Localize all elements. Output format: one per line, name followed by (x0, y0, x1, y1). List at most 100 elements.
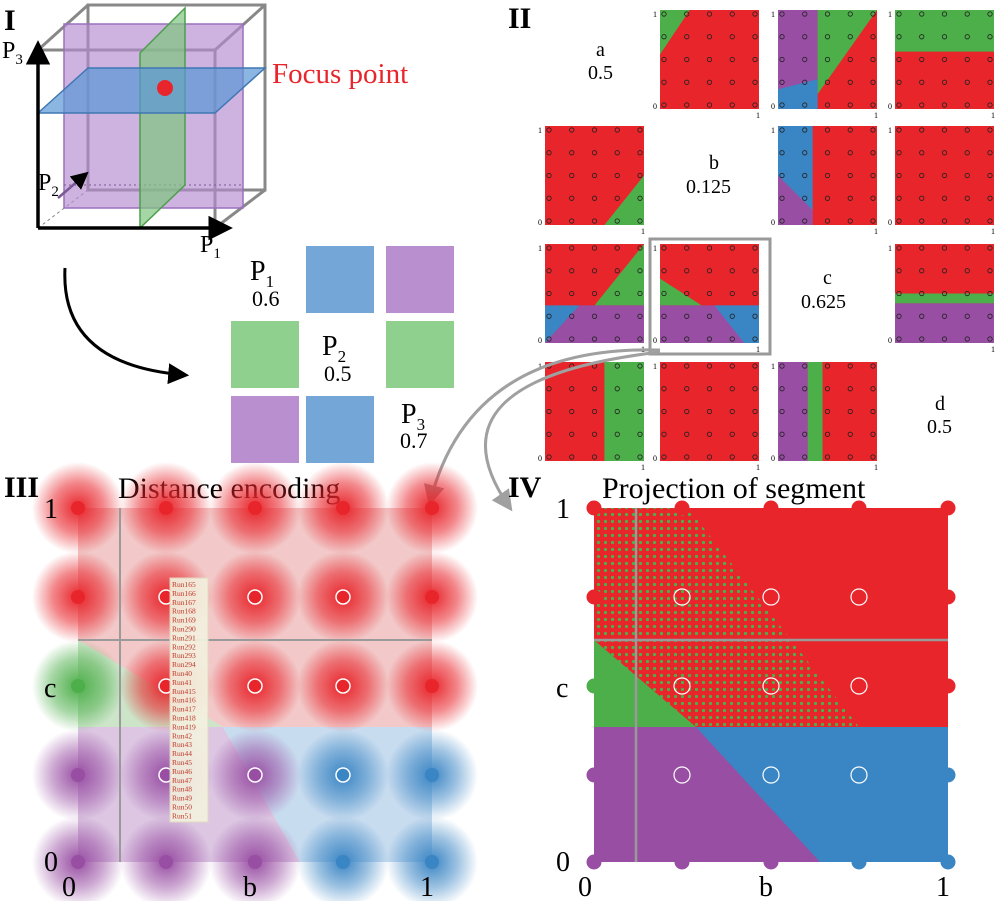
sample-point (425, 855, 439, 869)
matrix-sample (896, 245, 902, 251)
matrix-sample (614, 127, 620, 133)
matrix-sample (661, 56, 667, 63)
run-label: Run415 (172, 687, 196, 696)
run-label: Run169 (172, 616, 196, 625)
matrix-sample (941, 79, 948, 85)
sample-point (71, 768, 85, 782)
matrix-tick-1: 1 (874, 463, 878, 472)
projected-segment (594, 508, 859, 727)
matrix-sample (870, 218, 876, 224)
matrix-sample (941, 56, 948, 63)
matrix-sample (919, 34, 925, 40)
sample-point (673, 588, 691, 606)
matrix-sample (896, 268, 902, 274)
distance-glows (32, 462, 478, 901)
matrix-sample (847, 408, 853, 415)
matrix-sample (824, 102, 831, 108)
matrix-sample (546, 218, 552, 224)
matrix-sample (964, 245, 970, 251)
matrix-sample (847, 11, 853, 17)
matrix-sample (729, 11, 735, 17)
mini-cell-blue (306, 246, 374, 313)
matrix-sample (546, 127, 552, 133)
matrix-tick-1: 1 (874, 111, 878, 120)
matrix-tick-0: 0 (771, 218, 775, 227)
matrix-sample (870, 127, 876, 133)
matrix-sample (919, 172, 925, 179)
sample-point (425, 501, 439, 515)
matrix-sample (779, 56, 785, 63)
matrix-sample (919, 127, 925, 133)
matrix-sample (964, 127, 970, 133)
iv-xtick-b: b (759, 872, 773, 901)
matrix-sample (591, 408, 598, 415)
diag-d-letter: d (935, 393, 945, 415)
matrix-tick-1: 1 (991, 227, 995, 236)
matrix-sample (729, 313, 735, 319)
matrix-sample (802, 218, 808, 224)
matrix-sample (824, 408, 831, 415)
iv-xtick-0: 0 (578, 872, 592, 901)
run-label: Run50 (172, 803, 192, 812)
matrix-sample (779, 11, 785, 17)
iv-ytick-c: c (556, 673, 568, 704)
matrix-sample (546, 245, 552, 251)
run-label: Run168 (172, 607, 196, 616)
matrix-sample (546, 431, 552, 437)
sample-point (586, 767, 602, 783)
matrix-sample (729, 34, 735, 40)
matrix-sample (637, 150, 643, 156)
matrix-sample (752, 454, 758, 460)
matrix-sample (779, 195, 785, 201)
matrix-sample (729, 386, 735, 392)
matrix-sample (824, 386, 831, 392)
focus-point-label: Focus point (272, 58, 408, 90)
matrix-sample (706, 11, 713, 17)
diag-a-value: 0.5 (588, 62, 613, 84)
run-label: Run51 (172, 811, 192, 820)
matrix-sample (614, 363, 620, 369)
matrix-sample (847, 102, 853, 108)
matrix-tick-1: 1 (641, 227, 645, 236)
matrix-sample (779, 408, 785, 415)
matrix-sample (661, 102, 667, 108)
matrix-sample (802, 79, 808, 85)
matrix-sample (824, 218, 831, 224)
matrix-sample (802, 127, 808, 133)
matrix-sample (964, 150, 970, 156)
selected-cell-highlight[interactable] (648, 237, 772, 356)
matrix-tick-0: 0 (653, 454, 657, 463)
sample-point (247, 767, 263, 783)
sample-point (762, 677, 780, 695)
matrix-sample (637, 268, 643, 274)
matrix-sample (546, 172, 552, 179)
matrix-sample (896, 290, 902, 297)
sample-point (673, 677, 691, 695)
run-label: Run418 (172, 714, 196, 723)
matrix-tick-0: 0 (538, 218, 542, 227)
matrix-sample (896, 34, 902, 40)
run-label: Run42 (172, 731, 192, 740)
matrix-sample (987, 34, 993, 40)
run-label: Run47 (172, 776, 192, 785)
matrix-sample (987, 56, 993, 63)
matrix-sample (591, 172, 598, 179)
matrix-sample (964, 56, 970, 63)
matrix-sample (802, 363, 808, 369)
matrix-sample (752, 363, 758, 369)
matrix-tick-0: 0 (888, 102, 892, 111)
matrix-sample (941, 127, 948, 133)
matrix-sample (614, 454, 620, 460)
run-label: Run48 (172, 785, 192, 794)
sample-point (851, 500, 867, 516)
matrix-cell: 0 1 1 (538, 362, 645, 472)
sample-point (940, 678, 956, 694)
sample-point (763, 500, 779, 516)
matrix-sample (706, 408, 713, 415)
matrix-sample (919, 313, 925, 319)
matrix-sample (987, 102, 993, 108)
matrix-sample (569, 172, 575, 179)
matrix-sample (546, 408, 552, 415)
focus-point (157, 80, 173, 96)
matrix-sample (729, 363, 735, 369)
